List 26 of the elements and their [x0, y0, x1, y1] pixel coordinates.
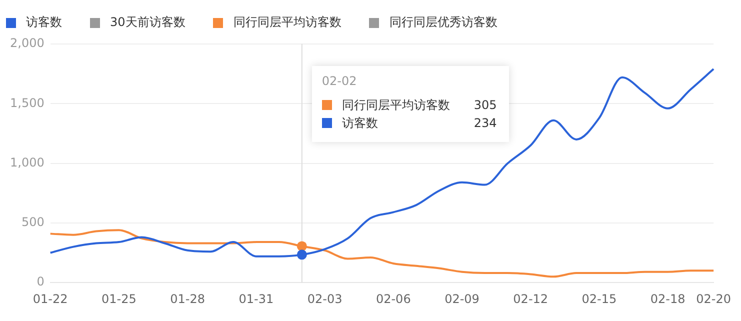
x-tick-label: 02-15 — [582, 292, 617, 306]
x-tick-label: 02-18 — [650, 292, 686, 306]
line-series — [49, 229, 715, 278]
y-tick-label: 1,500 — [10, 96, 44, 110]
y-tick-label: 0 — [36, 274, 44, 289]
annotation: 305 — [474, 98, 497, 112]
y-tick-label: 500 — [21, 215, 44, 230]
x-tick-label: 01-31 — [238, 292, 274, 306]
legend-label: 同行同层优秀访客数 — [389, 14, 498, 31]
text: 同行同层平均访客数 — [233, 15, 342, 29]
annotation: 02-02 — [322, 74, 358, 88]
x-tick-label: 02-03 — [307, 292, 342, 306]
legend-label: 访客数 — [342, 114, 379, 132]
text: 访客数 — [26, 15, 62, 29]
y-tick-label: 1,000 — [10, 155, 44, 170]
x-tick-label: 02-06 — [376, 292, 411, 306]
x-tick-label: 01-28 — [170, 292, 206, 306]
x-tick-label: 02-09 — [444, 292, 480, 306]
legend-label: 30天前访客数 — [110, 14, 186, 31]
x-tick-label: 02-12 — [513, 292, 548, 306]
annotation: 234 — [474, 116, 497, 130]
y-tick-label: 2,000 — [10, 36, 44, 50]
legend-label: 同行同层平均访客数 — [342, 96, 450, 114]
x-tick-label: 01-25 — [102, 292, 136, 306]
x-tick-label: 01-22 — [32, 292, 68, 306]
x-tick-label: 02-20 — [696, 292, 732, 306]
